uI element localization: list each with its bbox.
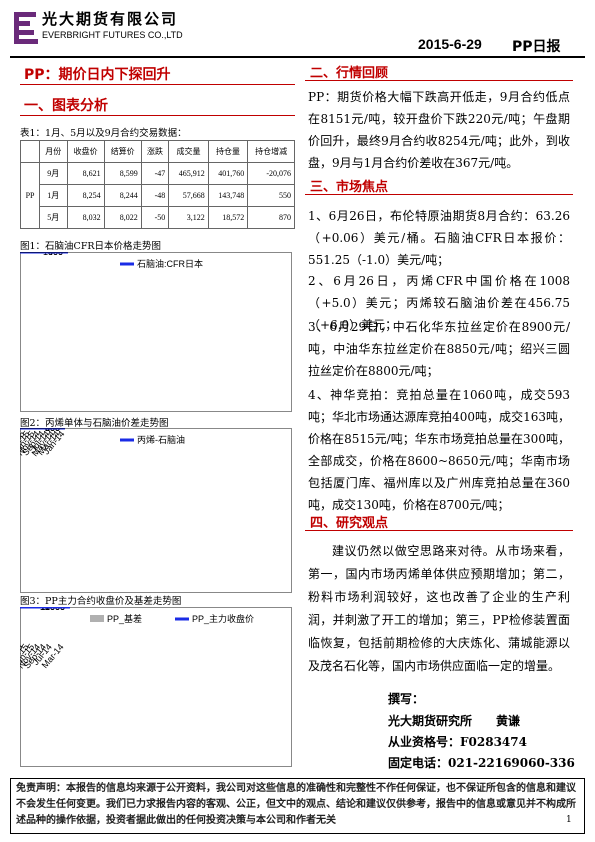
cell: 月份 (39, 140, 68, 163)
rule (305, 80, 573, 81)
cell: 持仓量 (207, 140, 249, 163)
section-heading: 二、行情回顾 (310, 66, 389, 81)
legend-label: PP_主力收盘价 (192, 613, 254, 624)
section-heading: 三、市场焦点 (310, 180, 389, 195)
cell: 57,668 (168, 184, 209, 207)
legend-label: PP_基差 (107, 613, 142, 624)
item: 3、6月29日，中石化华东拉丝定价在8900元/吨，中油华东拉丝定价在8850元… (308, 320, 570, 378)
page-number: 1 (566, 815, 572, 825)
date: 2015-6-29 (418, 36, 482, 52)
item: 4、神华竞拍：竞拍总量在1060吨，成交593吨；华北市场通达源库竞拍400吨，… (308, 388, 570, 512)
y-tick-label: 1000 (43, 252, 63, 257)
figure-caption: 图2：丙烯单体与石脑油价差走势图 (20, 418, 169, 429)
logo (14, 12, 38, 44)
figure-caption: 图1：石脑油CFR日本价格走势图 (20, 241, 162, 252)
frame (20, 252, 292, 412)
y-tick-label: 800 (48, 252, 63, 257)
y-tick-label: 0 (55, 428, 60, 433)
frame (20, 428, 292, 593)
row: 1月 8,254 8,244 -48 57,668 143,748 550 (21, 184, 295, 207)
item: 1、6月26日，布伦特原油期货8月合约：63.26（+0.06）美元/桶。石脑油… (308, 209, 570, 267)
row: PP 9月 8,621 8,599 -47 465,912 401,760 -20,076 (19, 162, 295, 229)
figure-caption: 图3：PP主力合约收盘价及基差走势图 (20, 596, 182, 607)
y-tick-label: 600 (45, 428, 60, 433)
cell: 870 (247, 206, 295, 229)
title: PP：期价日内下探回升 (24, 67, 171, 83)
cell: 3,122 (168, 206, 209, 229)
item: 2、6月26日，丙烯CFR中国价格在1008（+5.0）美元；丙烯较石脑油价差在… (308, 274, 570, 332)
license: 从业资格号：F0283474 (388, 735, 527, 749)
paragraph: PP：期货价格大幅下跌高开低走，9月合约低点在8151元/吨，较开盘价下跌220… (308, 90, 570, 170)
header-rule (10, 56, 585, 58)
y-tick-label: 800 (45, 428, 60, 433)
company: 光大期货有限公司 (42, 10, 179, 28)
legend-label: 丙烯-石脑油 (137, 434, 185, 445)
cell: 收盘价 (66, 140, 105, 163)
rule (20, 84, 295, 85)
author-org: 光大期货研究所 黄谦 (388, 714, 521, 728)
cell: 1月 (39, 184, 68, 207)
y-tick-label: 200 (45, 428, 60, 433)
disclaimer: 免责声明：本报告的信息均来源于公开资料，我公司对这些信息的准确性和完整性不作任何… (10, 778, 585, 834)
cell: 成交量 (168, 140, 209, 163)
y-tick-label: 600 (48, 252, 63, 257)
cell: -47 (140, 162, 170, 185)
y-tick-label: 7000 (45, 607, 65, 612)
rule (20, 115, 295, 116)
paragraph: 建议仍然以做空思路来对待。从市场来看，第一，国内市场丙烯单体供应预期增加；第二，… (308, 544, 570, 673)
section-heading: 一、图表分析 (24, 98, 108, 114)
rule (305, 194, 573, 195)
phone: 固定电话：021-22169060-336 (388, 756, 575, 770)
y-tick-label: 400 (45, 428, 60, 433)
author-label: 撰写： (388, 692, 425, 706)
cell: PP (19, 162, 41, 229)
cell: 8,254 (66, 184, 105, 207)
y-tick-label: 8000 (45, 607, 65, 612)
y-tick-label: 9000 (45, 607, 65, 612)
cell: -20,076 (247, 162, 295, 185)
y-tick-label: 11000 (41, 607, 65, 612)
y-tick-label: 12000 (40, 607, 65, 612)
cell: 18,572 (207, 206, 249, 229)
cell: 465,912 (168, 162, 209, 185)
legend-label: 石脑油:CFR日本 (137, 258, 203, 269)
cell: 5月 (39, 206, 68, 229)
cell: 9月 (39, 162, 68, 185)
cell: 8,621 (66, 162, 105, 185)
cell: -48 (140, 184, 170, 207)
table: 月份 收盘价 结算价 涨跌 成交量 持仓量 持仓增减 PP 9月 8,621 8,599 -47 465… (19, 140, 295, 229)
y-tick-label: 10000 (40, 607, 65, 612)
cell: 涨跌 (140, 140, 170, 163)
row: 5月 8,032 8,022 -50 3,122 18,572 870 (21, 206, 295, 229)
row: 月份 收盘价 结算价 涨跌 成交量 持仓量 持仓增减 (19, 140, 295, 163)
chart: 700080009000100001100012000Mar-14Jul-14S… (20, 607, 292, 767)
cell: -50 (140, 206, 170, 229)
rule (305, 530, 573, 531)
cell (19, 140, 41, 163)
cell: 8,032 (66, 206, 105, 229)
company-en: EVERBRIGHT FUTURES CO.,LTD (42, 30, 183, 40)
cell: 550 (247, 184, 295, 207)
legend-swatch (90, 615, 104, 622)
section-heading: 四、研究观点 (310, 516, 389, 531)
report: PP日报 (512, 39, 561, 55)
cell: 结算价 (103, 140, 142, 163)
y-tick-label: 400 (48, 252, 63, 257)
cell: 401,760 (207, 162, 249, 185)
cell: 143,748 (207, 184, 249, 207)
cell: 持仓增减 (247, 140, 295, 163)
chart: 0200400600800Jan-14Mar-14May-14Jul-14Sep… (20, 428, 292, 593)
cell: 8,022 (103, 206, 142, 229)
table-caption: 表1：1月、5月以及9月合约交易数据： (20, 128, 187, 139)
cell: 8,244 (103, 184, 142, 207)
frame (20, 607, 292, 767)
cell: 8,599 (103, 162, 142, 185)
